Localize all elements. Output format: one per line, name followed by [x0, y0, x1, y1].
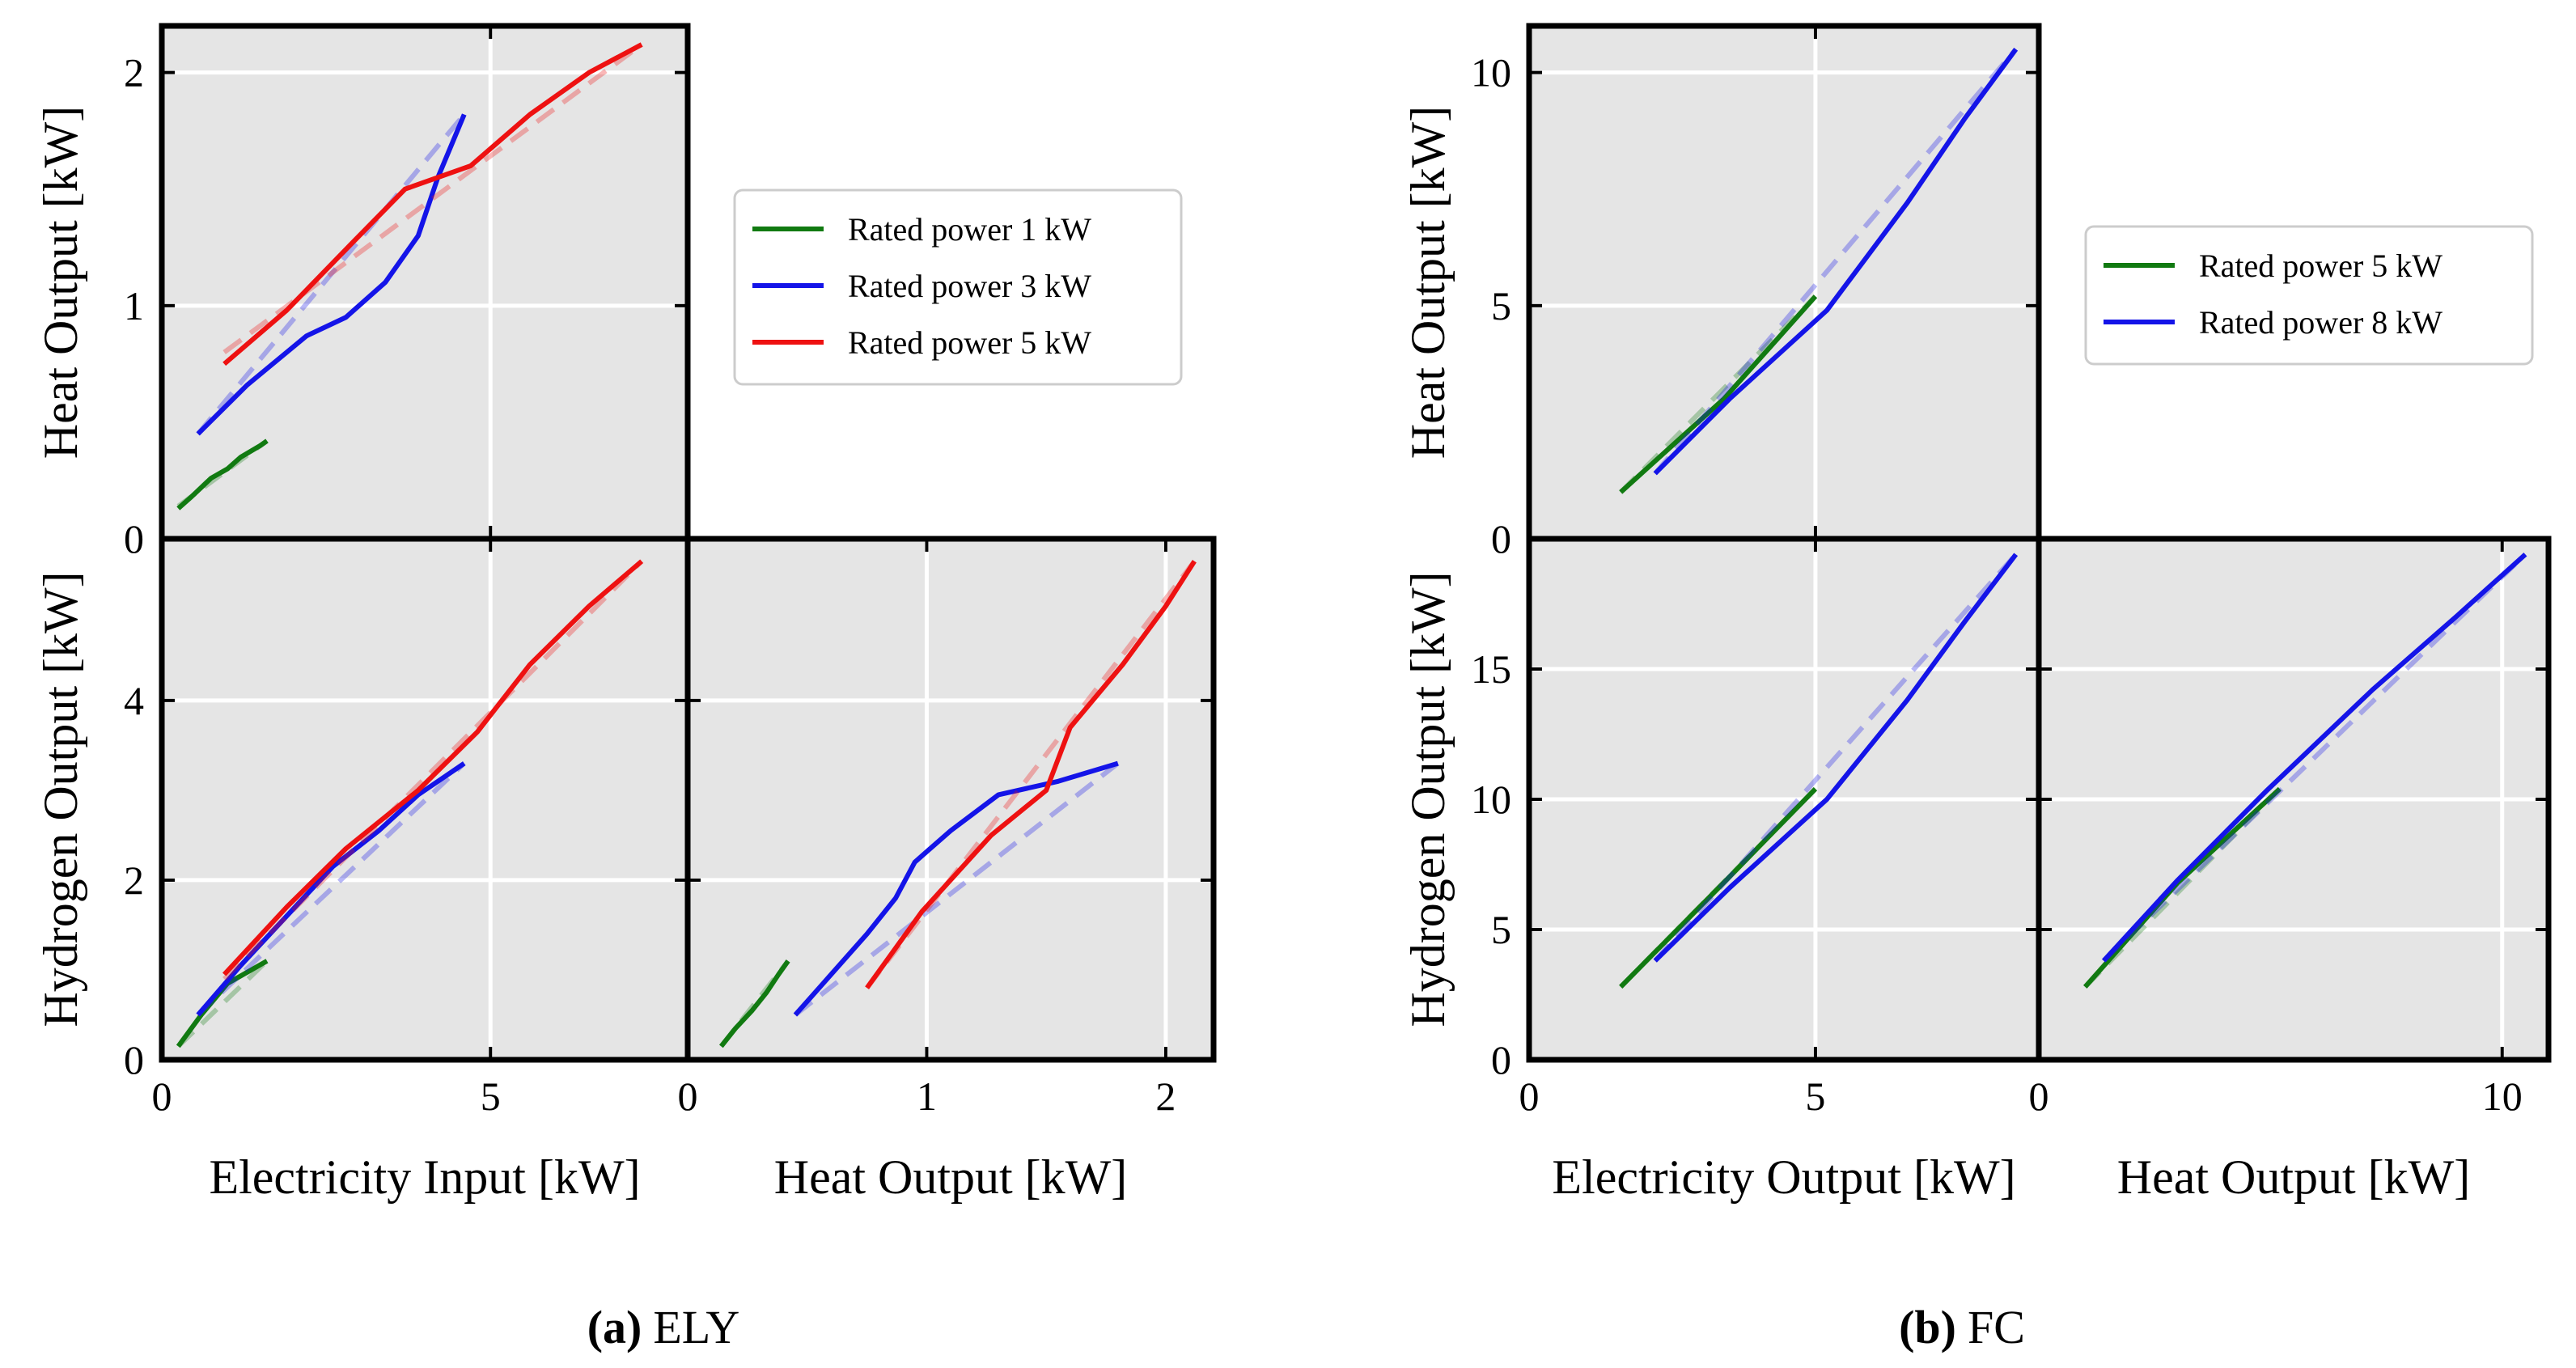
y-axis-label: Hydrogen Output [kW] [34, 571, 87, 1027]
series-fit-red [865, 559, 1197, 989]
y-tick-label: 4 [124, 678, 144, 723]
x-tick-label: 0 [152, 1074, 172, 1119]
series-line-blue [1653, 553, 2019, 963]
series-fit-blue [196, 761, 466, 1017]
x-tick-label: 2 [1155, 1074, 1176, 1119]
captions: (a) ELY (b) FC [587, 1301, 2025, 1353]
series-fit-red [222, 559, 644, 981]
series-fit-blue [2102, 553, 2527, 963]
x-tick-label: 0 [1519, 1074, 1540, 1119]
series-line-red [222, 559, 644, 976]
series-fit-blue [1653, 47, 2018, 476]
series-group [1619, 553, 2019, 989]
caption-a-letter: (a) [587, 1301, 642, 1353]
y-tick-label: 2 [124, 858, 144, 903]
y-tick-label: 0 [1491, 1037, 1511, 1082]
legend-box [733, 188, 1183, 386]
caption-b: (b) FC [1899, 1301, 2025, 1353]
legend-box [2084, 225, 2534, 366]
series-fit-green [176, 959, 269, 1048]
series-line-green [1619, 294, 1818, 494]
series-line-green [719, 959, 790, 1048]
series-line-blue [2101, 553, 2527, 963]
caption-a: (a) ELY [587, 1301, 740, 1353]
y-tick-label: 0 [124, 1037, 144, 1082]
y-tick-label: 10 [1471, 50, 1511, 95]
y-tick-label: 15 [1471, 646, 1511, 692]
legend-fc: Rated power 5 kW Rated power 8 kW [2084, 225, 2534, 366]
series-line-red [222, 42, 643, 366]
subplot-1: 0 1 2 Heat Output [kW] [34, 23, 691, 561]
series-group [2083, 553, 2527, 989]
y-axis-label: Heat Output [kW] [1401, 106, 1455, 460]
plot-frame [2036, 536, 2552, 1063]
y-tick-label: 0 [124, 516, 144, 561]
plot-panels: 0 1 2 Heat Output [kW] 0 5 0 2 4 Electricity Inpu… [34, 23, 2552, 1204]
y-tick-label: 0 [1491, 516, 1511, 561]
subplot-4: 0 5 10 Heat Output [kW] [1401, 23, 2042, 561]
legend-label: Rated power 5 kW [848, 324, 1091, 361]
plot-background [162, 539, 688, 1060]
y-tick-label: 5 [1491, 283, 1511, 328]
series-group [719, 559, 1197, 1048]
series-line-blue [793, 760, 1119, 1017]
caption-a-text: ELY [653, 1301, 739, 1353]
x-tick-label: 5 [481, 1074, 501, 1119]
subplot-5: 0 5 0 5 10 15 Electricity Output [kW] Hydrogen … [1401, 536, 2042, 1204]
series-line-blue [1653, 48, 2019, 476]
x-tick-label: 0 [678, 1074, 698, 1119]
series-line-blue [196, 113, 467, 436]
series-group [176, 42, 643, 510]
series-fit-red [222, 42, 643, 354]
y-axis-label: Heat Output [kW] [34, 106, 87, 460]
subplot-3: 0 1 2 Heat Output [kW] [678, 536, 1217, 1204]
plot-frame [684, 536, 1217, 1063]
x-tick-label: 5 [1805, 1074, 1825, 1119]
series-line-green [176, 438, 269, 510]
x-axis-label: Heat Output [kW] [2117, 1150, 2471, 1204]
y-tick-label: 10 [1471, 777, 1511, 822]
series-fit-blue [1653, 553, 2018, 963]
x-axis-label: Heat Output [kW] [774, 1150, 1128, 1204]
caption-b-letter: (b) [1899, 1301, 1956, 1353]
caption-b-text: FC [1968, 1301, 2025, 1353]
legend-label: Rated power 5 kW [2199, 248, 2443, 284]
y-tick-label: 2 [124, 50, 144, 95]
legend-label: Rated power 1 kW [848, 211, 1091, 248]
series-line-green [1619, 787, 1818, 989]
y-tick-label: 5 [1491, 907, 1511, 952]
plot-background [1529, 26, 2039, 539]
x-tick-label: 10 [2482, 1074, 2523, 1119]
series-fit-blue [196, 112, 467, 436]
legend-label: Rated power 8 kW [2199, 304, 2443, 341]
series-line-red [865, 560, 1197, 989]
series-group [176, 559, 644, 1048]
x-axis-label: Electricity Input [kW] [209, 1150, 640, 1204]
plot-background [688, 539, 1214, 1060]
x-tick-label: 0 [2029, 1074, 2049, 1119]
series-fit-green [1619, 294, 1818, 494]
series-group [1619, 47, 2019, 494]
legends: Rated power 1 kW Rated power 3 kW Rated po… [733, 188, 2534, 386]
y-axis-label: Hydrogen Output [kW] [1401, 571, 1455, 1027]
x-axis-label: Electricity Output [kW] [1552, 1150, 2015, 1204]
series-fit-blue [794, 761, 1120, 1017]
subplot-2: 0 5 0 2 4 Electricity Input [kW] Hydrogen Outp… [34, 536, 691, 1204]
x-tick-label: 1 [917, 1074, 937, 1119]
legend-label: Rated power 3 kW [848, 268, 1091, 304]
series-line-blue [196, 761, 466, 1017]
legend-ely: Rated power 1 kW Rated power 3 kW Rated po… [733, 188, 1183, 386]
y-tick-label: 1 [124, 283, 144, 328]
